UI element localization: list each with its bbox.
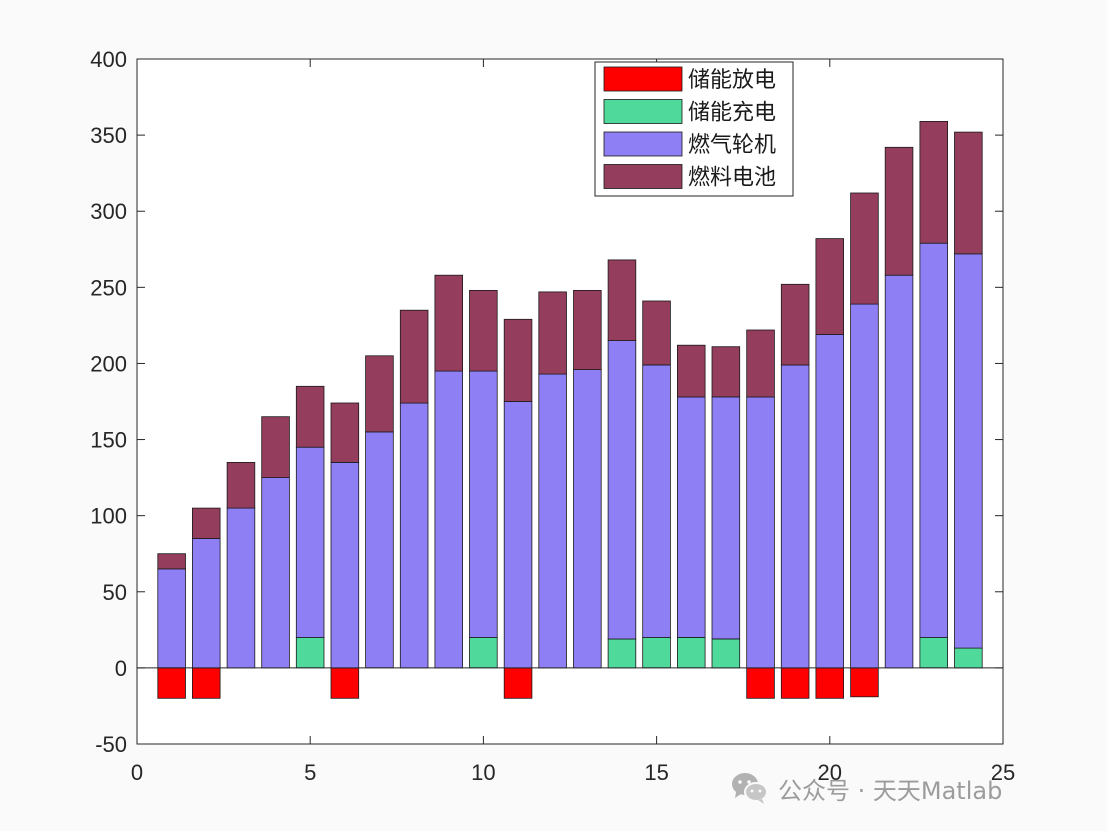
y-tick-label: 100 bbox=[90, 504, 127, 529]
bar-x16-series2 bbox=[677, 637, 706, 669]
y-tick-label: 0 bbox=[115, 656, 127, 681]
bar-x19-series4 bbox=[780, 283, 810, 366]
bar-x20-series4 bbox=[815, 238, 845, 335]
x-tick-label: 25 bbox=[991, 760, 1015, 785]
bar-x15-series2 bbox=[642, 637, 671, 669]
legend-label: 燃气轮机 bbox=[688, 133, 776, 158]
bar-x13-series4 bbox=[573, 289, 602, 370]
bar-x10-series4 bbox=[469, 289, 498, 372]
bar-x14-series3 bbox=[607, 340, 637, 640]
bar-x17-series3 bbox=[711, 396, 741, 640]
bar-x14-series4 bbox=[607, 259, 637, 341]
bar-x12-series3 bbox=[538, 373, 567, 669]
bar-x11-series4 bbox=[503, 318, 533, 402]
bar-x4-series4 bbox=[261, 416, 290, 479]
bar-x7-series3 bbox=[365, 431, 394, 669]
y-tick-label: 250 bbox=[90, 275, 127, 300]
bar-x6-series3 bbox=[330, 461, 360, 669]
bar-x1-series4 bbox=[157, 553, 186, 570]
legend-swatch bbox=[603, 164, 683, 189]
legend-swatch bbox=[603, 66, 683, 92]
bar-x1-series3 bbox=[157, 568, 186, 669]
bar-x23-series3 bbox=[919, 242, 949, 638]
y-tick-label: -50 bbox=[95, 732, 127, 757]
bar-x23-series4 bbox=[919, 121, 949, 244]
bar-x9-series3 bbox=[434, 370, 463, 669]
legend-label: 储能充电 bbox=[688, 101, 776, 126]
y-tick-label: 400 bbox=[90, 47, 127, 72]
bar-x19-series1 bbox=[780, 667, 810, 699]
bar-x8-series4 bbox=[399, 309, 429, 404]
bar-x9-series4 bbox=[434, 274, 463, 372]
bar-x2-series3 bbox=[191, 538, 221, 669]
bar-x17-series2 bbox=[711, 638, 741, 669]
bar-x2-series4 bbox=[191, 507, 221, 539]
x-tick-label: 10 bbox=[471, 760, 495, 785]
bar-x22-series3 bbox=[884, 274, 914, 669]
y-tick-label: 50 bbox=[103, 580, 127, 605]
bar-x10-series3 bbox=[469, 370, 498, 638]
bar-x11-series1 bbox=[503, 667, 533, 699]
x-tick-label: 5 bbox=[304, 760, 316, 785]
y-tick-label: 300 bbox=[90, 199, 127, 224]
bar-x5-series4 bbox=[295, 385, 325, 448]
bar-x6-series1 bbox=[330, 667, 360, 699]
bar-x7-series4 bbox=[365, 355, 394, 433]
bar-x22-series4 bbox=[884, 146, 914, 276]
bar-x11-series3 bbox=[503, 401, 533, 669]
bar-x16-series3 bbox=[677, 396, 706, 638]
x-tick-label: 20 bbox=[818, 760, 842, 785]
x-tick-label: 0 bbox=[131, 760, 143, 785]
watermark-text: 公众号 · 天天Matlab bbox=[778, 776, 1003, 805]
bar-x19-series3 bbox=[780, 364, 810, 669]
bar-x18-series1 bbox=[746, 667, 775, 699]
bar-x17-series4 bbox=[711, 346, 741, 398]
bar-x24-series2 bbox=[954, 647, 983, 669]
bar-x20-series3 bbox=[815, 334, 845, 669]
bar-x24-series4 bbox=[954, 131, 983, 255]
legend-swatch bbox=[603, 131, 683, 157]
wechat-icon bbox=[732, 773, 768, 804]
legend-swatch bbox=[603, 99, 683, 124]
bar-x24-series3 bbox=[954, 253, 983, 649]
bar-x16-series4 bbox=[677, 344, 706, 398]
bar-x23-series2 bbox=[919, 637, 949, 669]
bar-x21-series1 bbox=[850, 667, 879, 698]
bar-x8-series3 bbox=[399, 402, 429, 669]
y-tick-label: 150 bbox=[90, 428, 127, 453]
x-tick-label: 15 bbox=[644, 760, 668, 785]
bar-x21-series4 bbox=[850, 192, 879, 305]
bar-x10-series2 bbox=[469, 637, 498, 669]
bar-x12-series4 bbox=[538, 291, 567, 375]
bar-x21-series3 bbox=[850, 303, 879, 669]
bars-group bbox=[157, 121, 983, 699]
axes-box bbox=[136, 58, 1004, 745]
bar-x15-series4 bbox=[642, 300, 671, 366]
bar-x20-series1 bbox=[815, 667, 845, 699]
bar-x3-series3 bbox=[226, 507, 256, 669]
bar-x18-series3 bbox=[746, 396, 775, 669]
bar-x6-series4 bbox=[330, 402, 360, 463]
bar-x1-series1 bbox=[157, 667, 186, 699]
watermark: 公众号 · 天天Matlab bbox=[730, 768, 1002, 808]
bar-x15-series3 bbox=[642, 364, 671, 638]
bar-x5-series2 bbox=[295, 637, 325, 669]
bar-x18-series4 bbox=[746, 329, 775, 398]
bar-x3-series4 bbox=[226, 461, 256, 509]
legend-label: 储能放电 bbox=[688, 68, 776, 93]
bar-x5-series3 bbox=[295, 446, 325, 638]
bar-x4-series3 bbox=[261, 477, 290, 669]
legend-label: 燃料电池 bbox=[688, 166, 776, 191]
bar-x13-series3 bbox=[573, 369, 602, 669]
y-tick-label: 350 bbox=[90, 123, 127, 148]
bar-x14-series2 bbox=[607, 638, 637, 669]
bar-x2-series1 bbox=[191, 667, 221, 699]
y-tick-label: 200 bbox=[90, 351, 127, 376]
